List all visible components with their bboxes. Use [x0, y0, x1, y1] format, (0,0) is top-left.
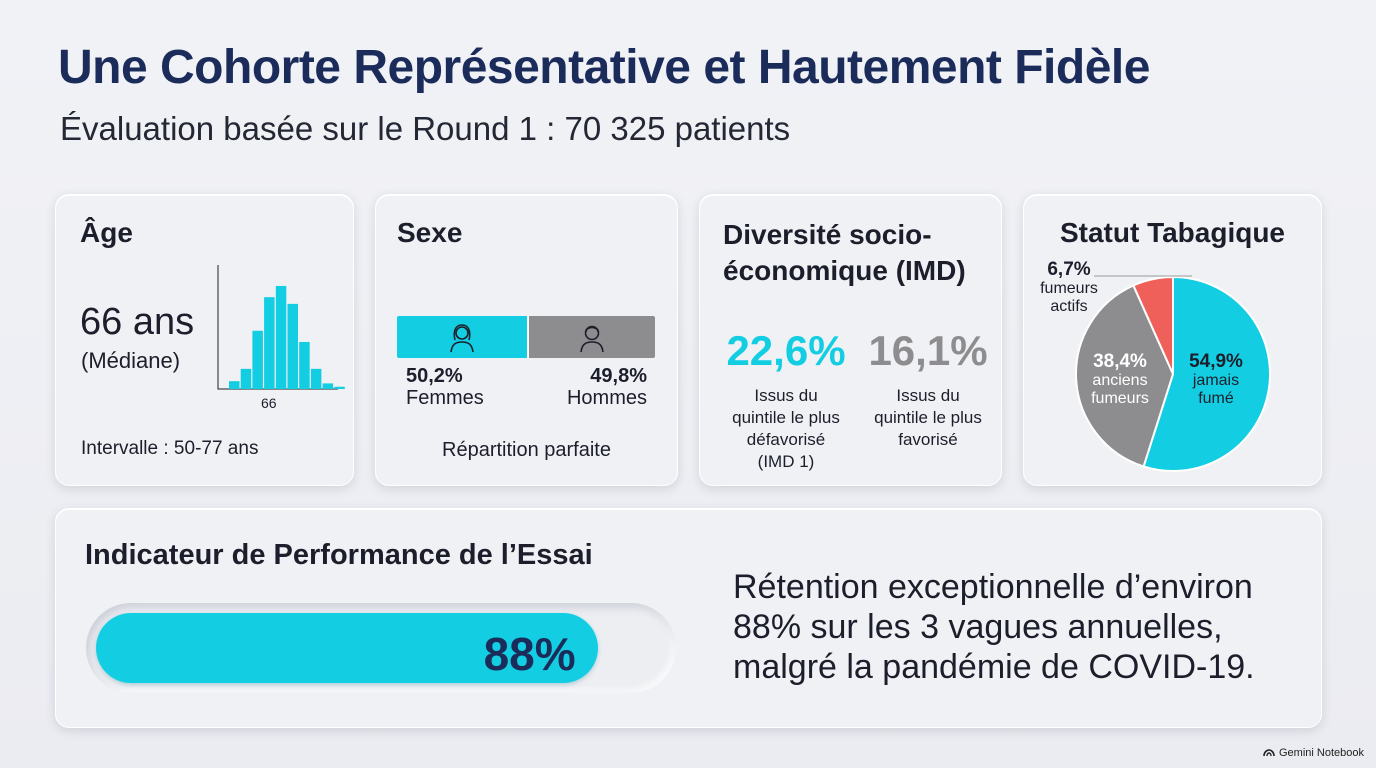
- imd-card: Diversité socio- économique (IMD) 22,6% …: [699, 194, 1002, 486]
- pie-label-former-line: anciens: [1092, 372, 1148, 389]
- notebook-logo-icon: [1263, 749, 1275, 757]
- sex-card: Sexe 50,2% Femmes 49,8% Hommes Rép: [375, 194, 678, 486]
- imd-affluent-desc-line: Issus du: [896, 386, 960, 405]
- performance-title: Indicateur de Performance de l’Essai: [85, 539, 593, 571]
- pie-slice-active: [1132, 275, 1174, 375]
- imd-affluent-desc: Issus du quintile le plus favorisé: [858, 385, 998, 451]
- imd-affluent-value: 16,1%: [868, 327, 988, 374]
- pie-label-former: 38,4% anciens fumeurs: [1080, 351, 1160, 408]
- pie-slice-never: [1142, 275, 1271, 472]
- retention-description: Rétention exceptionnelle d’environ 88% s…: [733, 568, 1255, 686]
- histogram-bar: [229, 381, 240, 389]
- performance-card: Indicateur de Performance de l’Essai 88%…: [55, 508, 1322, 728]
- smoking-pie-chart: [1075, 275, 1271, 472]
- female-segment: [397, 316, 527, 358]
- pie-label-active: 6,7% fumeurs actifs: [1034, 259, 1104, 316]
- pie-label-never: 54,9% jamais fumé: [1176, 351, 1256, 408]
- histogram-bar: [275, 285, 287, 389]
- page-subtitle: Évaluation basée sur le Round 1 : 70 325…: [60, 110, 791, 147]
- pie-label-former-line: fumeurs: [1091, 390, 1149, 407]
- age-range: Intervalle : 50-77 ans: [81, 438, 259, 459]
- female-pct: 50,2%: [406, 365, 463, 387]
- sex-title: Sexe: [397, 217, 463, 248]
- page-title: Une Cohorte Représentative et Hautement …: [58, 41, 1150, 94]
- histogram-tick-label: 66: [261, 395, 277, 411]
- pie-label-never-pct: 54,9%: [1189, 351, 1243, 372]
- man-icon: [579, 325, 604, 353]
- imd-deprived-desc-line: Issus du: [754, 386, 818, 405]
- imd-title-line1: Diversité socio-: [723, 219, 932, 250]
- pie-label-active-line: actifs: [1050, 298, 1088, 315]
- histogram-bar: [240, 368, 252, 389]
- histogram-bar: [287, 303, 298, 389]
- pie-slice-former: [1075, 284, 1175, 468]
- histogram-bar: [334, 386, 345, 389]
- pie-label-active-pct: 6,7%: [1047, 259, 1091, 280]
- female-label: Femmes: [406, 387, 484, 409]
- age-median-note: (Médiane): [81, 348, 181, 373]
- smoking-card: Statut Tabagique 6,7% fumeurs actifs 38,…: [1023, 194, 1322, 486]
- imd-title: Diversité socio- économique (IMD): [723, 217, 966, 289]
- retention-value: 88%: [483, 628, 576, 680]
- male-label: Hommes: [566, 387, 647, 409]
- woman-icon: [449, 324, 474, 353]
- imd-title-line2: économique (IMD): [723, 255, 966, 286]
- imd-deprived-desc-line: (IMD 1): [757, 452, 815, 471]
- sex-footer: Répartition parfaite: [442, 439, 611, 461]
- imd-deprived-value: 22,6%: [726, 327, 846, 374]
- imd-affluent-desc-line: favorisé: [898, 430, 958, 449]
- pie-label-never-line: fumé: [1198, 390, 1234, 407]
- age-histogram: [217, 265, 345, 390]
- callout-line: [1094, 275, 1192, 277]
- male-pct: 49,8%: [590, 365, 647, 387]
- age-card: Âge 66 ans (Médiane) 66 Intervalle : 50-…: [55, 194, 354, 486]
- histogram-bar: [322, 383, 334, 389]
- histogram-bar: [299, 341, 310, 389]
- brand-watermark: Gemini Notebook: [1263, 747, 1364, 759]
- age-title: Âge: [80, 217, 133, 248]
- imd-deprived-desc-line: défavorisé: [746, 430, 826, 449]
- brand-label: Gemini Notebook: [1279, 747, 1364, 759]
- histogram-bar: [264, 297, 275, 389]
- retention-progress-track: [86, 603, 676, 693]
- imd-deprived-desc: Issus du quintile le plus défavorisé (IM…: [716, 385, 856, 473]
- histogram-bar: [252, 330, 263, 389]
- smoking-title: Statut Tabagique: [1059, 217, 1286, 248]
- pie-label-former-pct: 38,4%: [1093, 351, 1147, 372]
- imd-affluent-desc-line: quintile le plus: [874, 408, 982, 427]
- age-median-value: 66 ans: [80, 301, 195, 343]
- histogram-bar: [310, 368, 322, 389]
- imd-deprived-desc-line: quintile le plus: [732, 408, 840, 427]
- sex-split-bar: [397, 316, 655, 358]
- male-segment: [526, 316, 655, 358]
- pie-label-never-line: jamais: [1192, 372, 1240, 389]
- pie-label-active-line: fumeurs: [1040, 280, 1098, 297]
- retention-progress-fill: [96, 613, 598, 683]
